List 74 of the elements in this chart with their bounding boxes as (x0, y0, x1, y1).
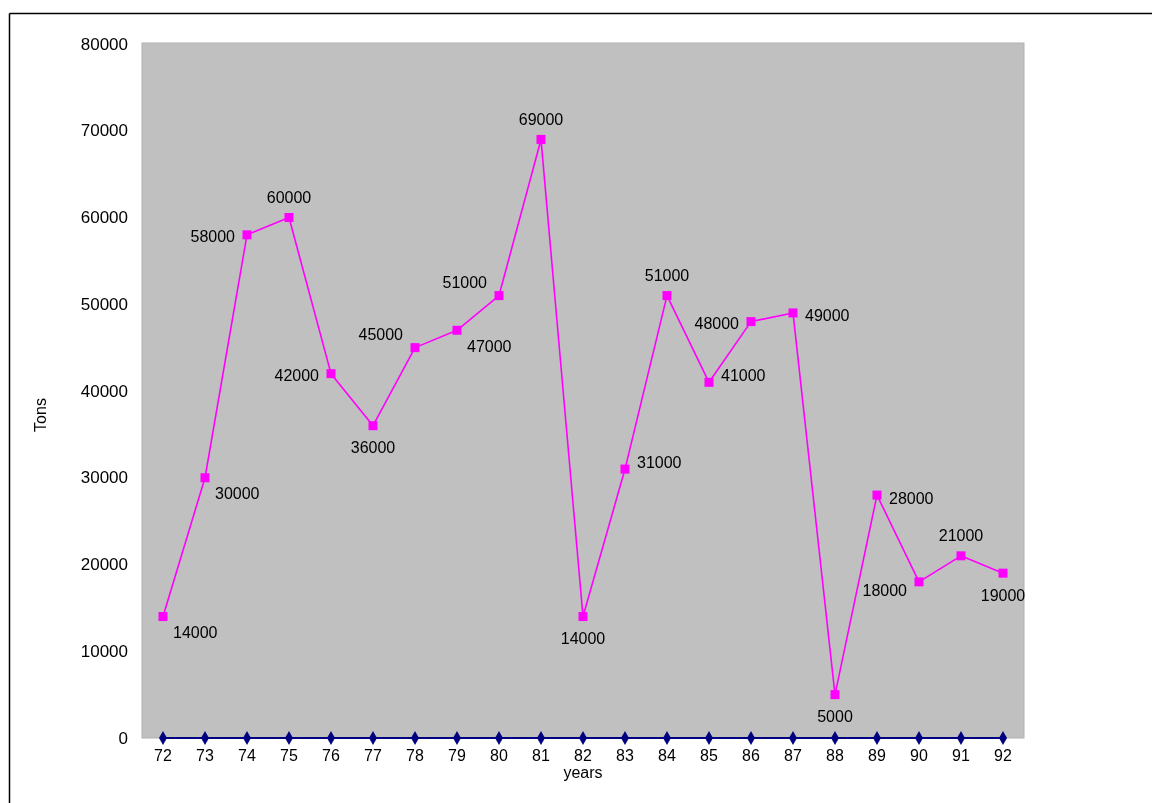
y-tick-label: 80000 (80, 34, 128, 54)
point (578, 612, 588, 622)
data-label: 30000 (215, 485, 260, 503)
x-tick-label: 86 (742, 746, 760, 764)
data-label: 18000 (862, 582, 908, 600)
data-label: 5000 (817, 708, 853, 726)
data-label: 58000 (190, 228, 236, 246)
point (746, 317, 756, 327)
point (284, 213, 294, 222)
data-label: 36000 (350, 439, 396, 457)
point (956, 551, 966, 561)
point (662, 291, 672, 301)
point (536, 134, 546, 144)
point (200, 473, 210, 483)
x-tick-label: 84 (658, 746, 676, 764)
data-label: 60000 (266, 189, 312, 206)
x-tick-label: 91 (952, 746, 970, 764)
x-tick-label: 73 (196, 746, 214, 764)
y-tick-label: 10000 (80, 641, 128, 661)
data-label: 47000 (467, 337, 512, 355)
data-label: 45000 (358, 326, 404, 344)
x-tick-label: 76 (322, 746, 340, 764)
x-tick-label: 79 (448, 746, 466, 764)
point (620, 464, 630, 474)
point (494, 291, 504, 301)
x-axis-title: years (563, 763, 603, 781)
x-tick-label: 92 (994, 746, 1012, 764)
data-label: 19000 (980, 586, 1026, 604)
x-tick-label: 85 (700, 746, 718, 764)
y-tick-label: 70000 (80, 121, 128, 141)
data-label: 14000 (173, 624, 218, 642)
x-tick-label: 81 (532, 746, 550, 764)
data-label: 41000 (721, 366, 766, 384)
x-tick-label: 80 (490, 746, 508, 764)
y-tick-label: 40000 (80, 381, 128, 401)
y-tick-label: 50000 (80, 294, 128, 314)
data-label: 49000 (805, 307, 850, 325)
y-tick-label: 20000 (80, 555, 128, 574)
point (872, 490, 882, 500)
x-tick-label: 88 (826, 746, 844, 764)
y-axis-title: Tons (31, 398, 49, 432)
data-label: 21000 (938, 527, 984, 545)
x-tick-label: 83 (616, 746, 634, 764)
point (326, 369, 336, 379)
data-label: 48000 (694, 315, 740, 333)
point (452, 325, 462, 335)
point (830, 690, 840, 700)
data-label: 14000 (560, 630, 606, 648)
x-tick-label: 77 (364, 746, 382, 764)
x-tick-label: 90 (910, 746, 928, 764)
data-label: 51000 (644, 267, 690, 285)
x-tick-label: 74 (238, 746, 256, 764)
point (914, 577, 924, 587)
data-label: 31000 (637, 453, 682, 471)
point (704, 377, 714, 387)
point (158, 612, 168, 622)
x-tick-label: 75 (280, 746, 298, 764)
x-tick-label: 87 (784, 746, 802, 764)
y-tick-label: 60000 (80, 208, 128, 227)
point (788, 308, 798, 318)
point (242, 230, 252, 240)
data-label: 69000 (518, 110, 564, 128)
y-tick-label: 0 (118, 728, 128, 748)
point (998, 568, 1008, 578)
x-tick-label: 89 (868, 746, 886, 764)
point (410, 343, 420, 353)
y-tick-label: 30000 (80, 468, 128, 488)
point (368, 421, 378, 431)
x-tick-label: 82 (574, 746, 592, 764)
data-label: 51000 (442, 274, 488, 292)
data-label: 28000 (889, 489, 934, 507)
data-label: 42000 (274, 367, 320, 385)
x-tick-label: 78 (406, 746, 424, 764)
x-tick-label: 72 (154, 746, 172, 764)
